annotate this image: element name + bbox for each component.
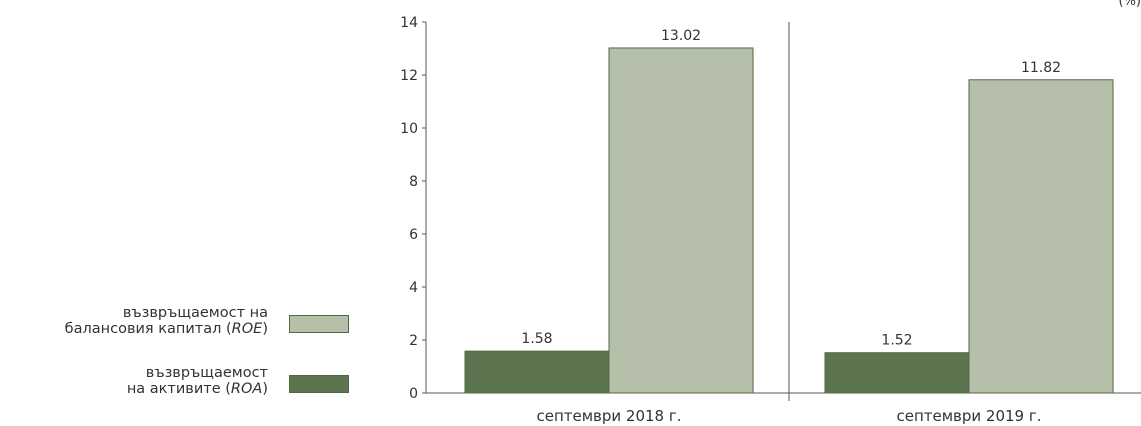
legend-roe-line2-suffix: ): [262, 321, 268, 337]
y-tick-label: 6: [409, 227, 418, 243]
bar-roe: [608, 47, 754, 394]
y-tick-label: 0: [409, 386, 418, 402]
legend-swatch-roa: [289, 375, 349, 393]
y-tick-label: 10: [400, 121, 418, 137]
unit-label: (%): [1118, 0, 1141, 9]
legend-roe-line1: възвръщаемост на: [122, 305, 268, 321]
legend-item-roe: възвръщаемост на балансовия капитал (ROE…: [0, 305, 352, 345]
legend-roa-line1: възвръщаемост: [145, 365, 268, 381]
data-label: 1.52: [881, 333, 912, 349]
x-tick-label: септември 2018 г.: [536, 407, 681, 425]
legend-roe-line2-prefix: балансовия капитал (: [64, 321, 232, 337]
y-tick-label: 12: [400, 68, 418, 84]
legend-roa-abbr: ROA: [230, 381, 263, 397]
legend-item-roa: възвръщаемост на активите (ROA): [0, 365, 352, 405]
legend-roe-abbr: ROE: [231, 321, 263, 337]
legend-swatch-roe: [289, 315, 349, 333]
x-tick-label: септември 2019 г.: [896, 407, 1041, 425]
legend-label-roe: възвръщаемост на балансовия капитал (ROE…: [65, 305, 268, 337]
data-label: 11.82: [1021, 60, 1061, 76]
bar-roa: [464, 350, 610, 394]
data-label: 1.58: [521, 331, 552, 347]
y-tick-label: 2: [409, 333, 418, 349]
data-label: 13.02: [661, 28, 701, 44]
y-tick-label: 4: [409, 280, 418, 296]
legend-roa-line2-prefix: на активите (: [126, 381, 231, 397]
bar-roe: [968, 79, 1114, 394]
legend-label-roa: възвръщаемост на активите (ROA): [127, 365, 268, 397]
bar-roa: [824, 352, 970, 394]
y-tick-label: 8: [409, 174, 418, 190]
legend-roa-line2-suffix: ): [262, 381, 268, 397]
y-tick-label: 14: [400, 15, 418, 31]
